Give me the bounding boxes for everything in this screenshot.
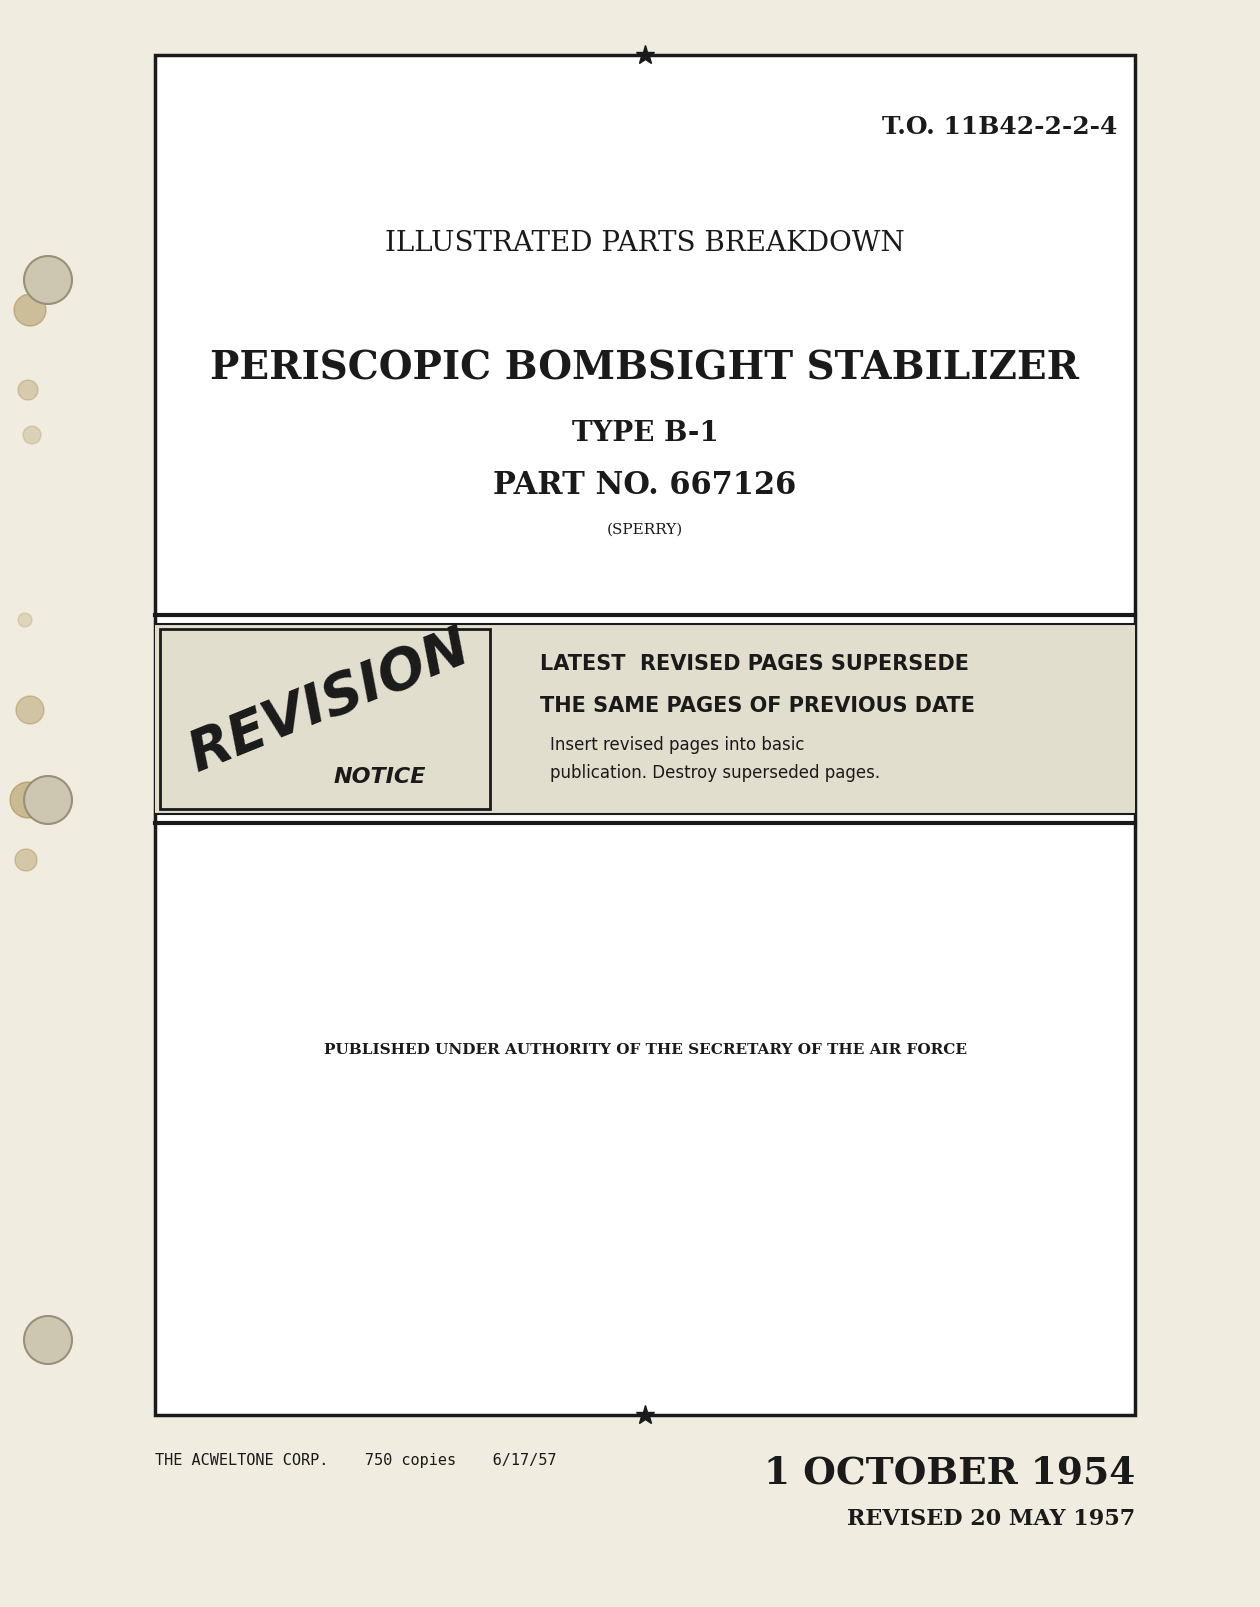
Circle shape [10,783,47,818]
Bar [155,55,1135,1416]
Text: PART NO. 667126: PART NO. 667126 [494,469,796,501]
Circle shape [16,696,44,725]
Text: THE SAME PAGES OF PREVIOUS DATE: THE SAME PAGES OF PREVIOUS DATE [541,696,975,717]
Circle shape [24,256,72,304]
Circle shape [23,426,42,444]
Text: PERISCOPIC BOMBSIGHT STABILIZER: PERISCOPIC BOMBSIGHT STABILIZER [210,350,1080,387]
Text: ILLUSTRATED PARTS BREAKDOWN: ILLUSTRATED PARTS BREAKDOWN [386,230,905,257]
Text: TYPE B-1: TYPE B-1 [572,419,718,447]
Circle shape [24,776,72,824]
Text: REVISION: REVISION [181,620,479,783]
Text: T.O. 11B42-2-2-4: T.O. 11B42-2-2-4 [882,116,1118,138]
Text: THE ACWELTONE CORP.    750 copies    6/17/57: THE ACWELTONE CORP. 750 copies 6/17/57 [155,1453,557,1469]
Circle shape [18,612,32,627]
Circle shape [24,1316,72,1364]
Text: 1 OCTOBER 1954: 1 OCTOBER 1954 [764,1454,1135,1491]
Circle shape [15,848,37,871]
Text: (SPERRY): (SPERRY) [607,522,683,537]
Text: PUBLISHED UNDER AUTHORITY OF THE SECRETARY OF THE AIR FORCE: PUBLISHED UNDER AUTHORITY OF THE SECRETA… [324,1043,966,1057]
Text: LATEST  REVISED PAGES SUPERSEDE: LATEST REVISED PAGES SUPERSEDE [541,654,969,673]
Bar [160,628,490,808]
Text: Insert revised pages into basic: Insert revised pages into basic [551,736,804,754]
Text: NOTICE: NOTICE [334,767,426,787]
Text: publication. Destroy superseded pages.: publication. Destroy superseded pages. [551,763,881,783]
Bar [155,624,1135,815]
Circle shape [14,294,47,326]
Circle shape [18,379,38,400]
Text: REVISED 20 MAY 1957: REVISED 20 MAY 1957 [847,1507,1135,1530]
